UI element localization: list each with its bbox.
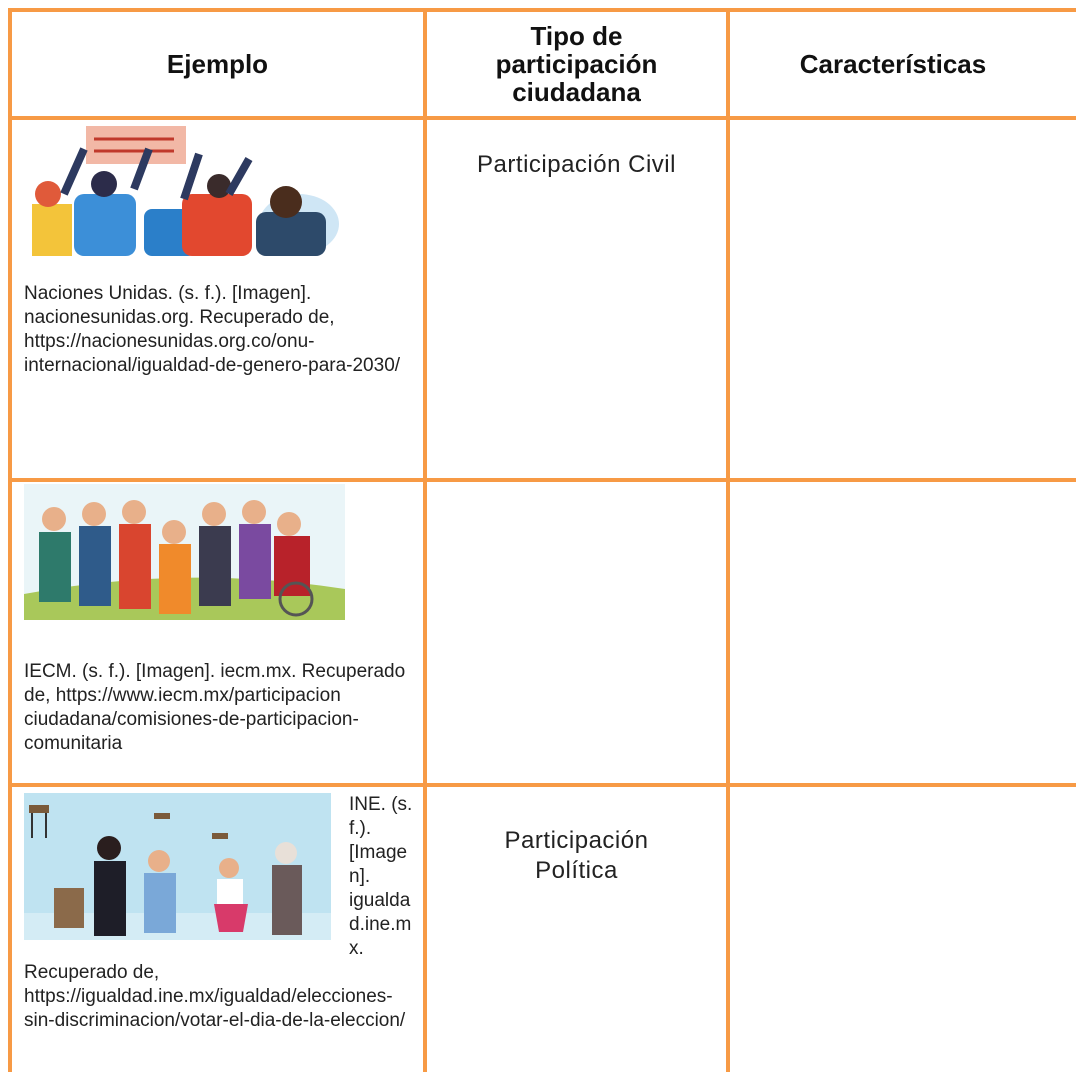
table-border: [726, 8, 730, 1072]
table-border: [8, 478, 1076, 482]
table-border: [8, 783, 1076, 787]
header-cell: Características: [799, 49, 987, 79]
table-border: [8, 8, 12, 1072]
header-cell: Ejemplo: [166, 49, 269, 79]
participation-type: Participación Política: [504, 827, 649, 884]
citation: IECM. (s. f.). [Imagen]. iecm.mx. Recupe…: [24, 661, 406, 754]
table-border: [8, 8, 1076, 12]
citation: Naciones Unidas. (s. f.). [Imagen]. naci…: [24, 283, 401, 376]
illustration: [24, 124, 340, 260]
illustration: [24, 793, 331, 940]
citation: INE. (s. f.). [Imagen]. igualdad.ine.mx.…: [24, 794, 413, 1031]
illustration: [24, 484, 345, 620]
table-border: [423, 8, 427, 1072]
example-cell: IECM. (s. f.). [Imagen]. iecm.mx. Recupe…: [24, 484, 414, 756]
header-cell: Tipo de participación ciudadana: [495, 21, 658, 107]
participation-type: Participación Civil: [477, 151, 676, 178]
table-border: [8, 116, 1076, 120]
example-cell: Naciones Unidas. (s. f.). [Imagen]. naci…: [24, 124, 414, 378]
example-cell: INE. (s. f.). [Imagen]. igualdad.ine.mx.…: [24, 793, 414, 1033]
